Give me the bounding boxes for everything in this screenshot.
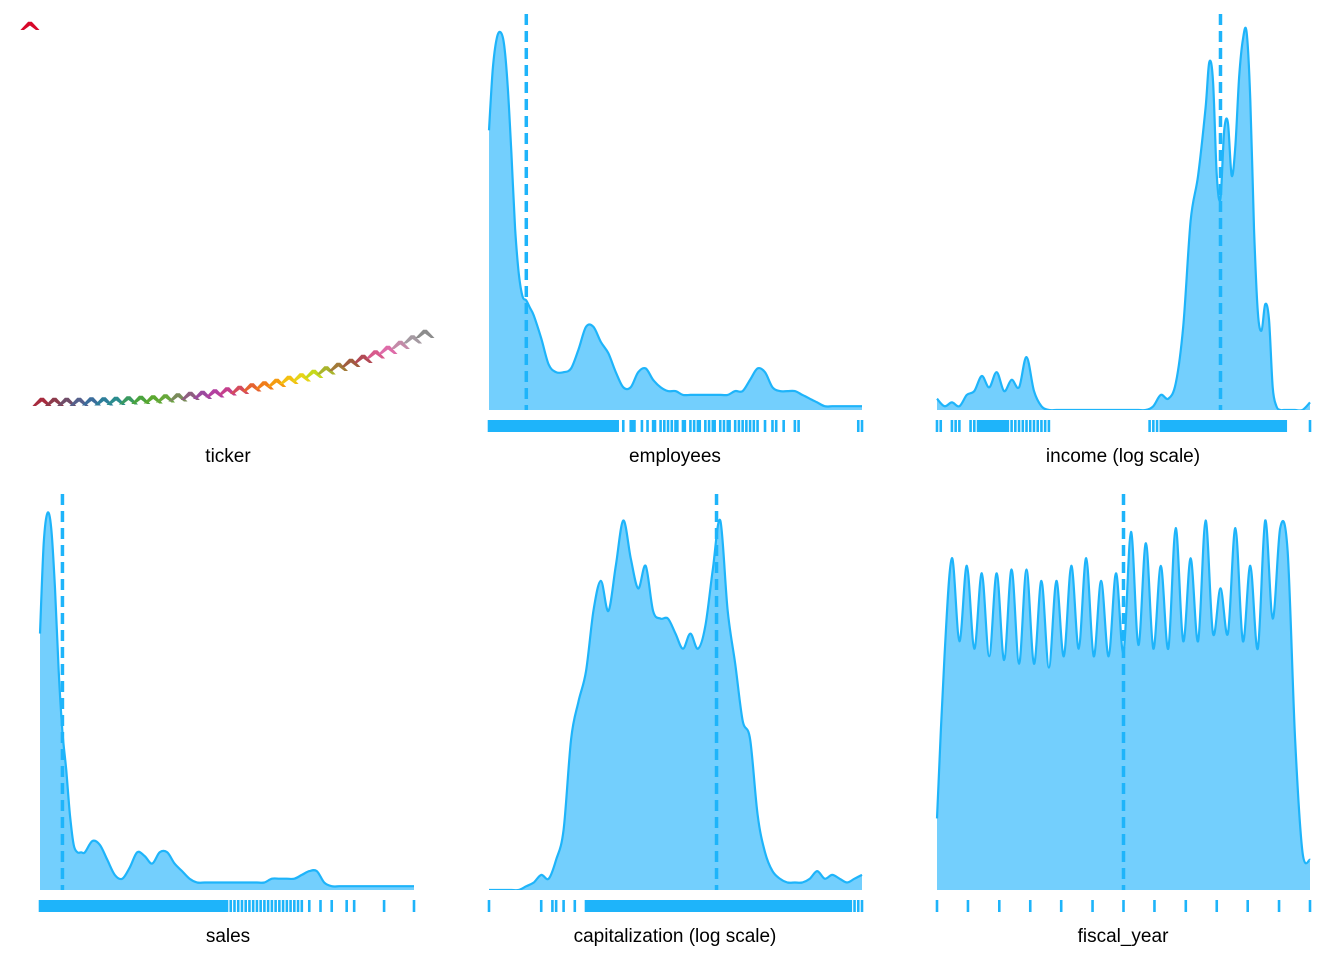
density-sales (38, 494, 416, 894)
ticker-glyph: ^ (178, 387, 203, 422)
panel-title-fiscal-year: fiscal_year (1078, 926, 1169, 947)
density-curve-employees (487, 30, 862, 408)
panel-sales: sales (38, 494, 416, 947)
ticker-glyph: ^ (264, 374, 289, 409)
panel-employees: employees (487, 14, 864, 467)
density-employees (487, 14, 864, 414)
rug-income (935, 420, 1312, 432)
ticker-glyph: ^ (29, 393, 54, 428)
ticker-glyph: ^ (227, 381, 252, 416)
density-fill-capitalization-log-scale (489, 519, 862, 891)
ticker-glyph: ^ (17, 17, 42, 52)
panel-capitalization: capitalization (log scale) (487, 494, 864, 947)
density-income (935, 14, 1312, 414)
ticker-glyph: ^ (252, 377, 277, 412)
ticker-glyph: ^ (400, 331, 425, 366)
ticker-glyph: ^ (91, 392, 116, 427)
rug-sales (38, 900, 416, 912)
ticker-glyph: ^ (338, 354, 363, 389)
panel-ticker: ^^^^^^^^^^^^^^^^^^^^^^^^^^^^^^^^^ ticker (17, 17, 437, 467)
density-capitalization (487, 494, 864, 894)
density-curve-sales (38, 511, 414, 888)
rug-fiscal-year (935, 900, 1312, 912)
panel-title-sales: sales (206, 926, 250, 947)
ticker-glyph: ^ (141, 390, 166, 425)
density-curve-income-log-scale (936, 26, 1311, 412)
ticker-glyph: ^ (165, 388, 190, 423)
ticker-glyph: ^ (239, 379, 264, 414)
ticker-glyph: ^ (67, 393, 92, 428)
ticker-glyph: ^ (289, 368, 314, 403)
ticker-glyph: ^ (116, 392, 141, 427)
panel-fiscal-year: fiscal_year (935, 494, 1312, 947)
density-curve-capitalization-log-scale (489, 518, 863, 892)
density-fiscal-year (935, 494, 1312, 894)
ticker-glyph: ^ (277, 371, 302, 406)
panel-title-employees: employees (629, 446, 721, 467)
ticker-glyph: ^ (202, 384, 227, 419)
ticker-glyph: ^ (351, 350, 376, 385)
panel-title-ticker: ticker (205, 446, 251, 467)
ticker-glyph-group: ^^^^^^^^^^^^^^^^^^^^^^^^^^^^^^^^^ (17, 17, 437, 428)
ticker-glyph: ^ (215, 383, 240, 418)
ticker-glyph: ^ (104, 392, 129, 427)
ticker-glyph: ^ (79, 393, 104, 428)
ticker-glyph: ^ (314, 362, 339, 397)
rug-capitalization (487, 900, 864, 912)
ticker-glyph: ^ (190, 386, 215, 421)
ticker-glyph: ^ (42, 393, 67, 428)
ticker-glyph: ^ (326, 358, 351, 393)
ticker-glyph: ^ (375, 341, 400, 376)
rug-employees (487, 420, 864, 432)
density-fill-income-log-scale (937, 27, 1310, 411)
panel-title-capitalization: capitalization (log scale) (574, 926, 777, 947)
panel-title-income: income (log scale) (1046, 446, 1200, 467)
ticker-glyph: ^ (363, 346, 388, 381)
ticker-glyph: ^ (388, 336, 413, 371)
ticker-glyph: ^ (153, 389, 178, 424)
ticker-glyph: ^ (128, 391, 153, 426)
density-curve-fiscal-year (935, 519, 1312, 865)
ticker-glyph: ^ (412, 325, 437, 360)
panel-income: income (log scale) (935, 14, 1312, 467)
ticker-glyph: ^ (54, 393, 79, 428)
ticker-glyph: ^ (301, 365, 326, 400)
